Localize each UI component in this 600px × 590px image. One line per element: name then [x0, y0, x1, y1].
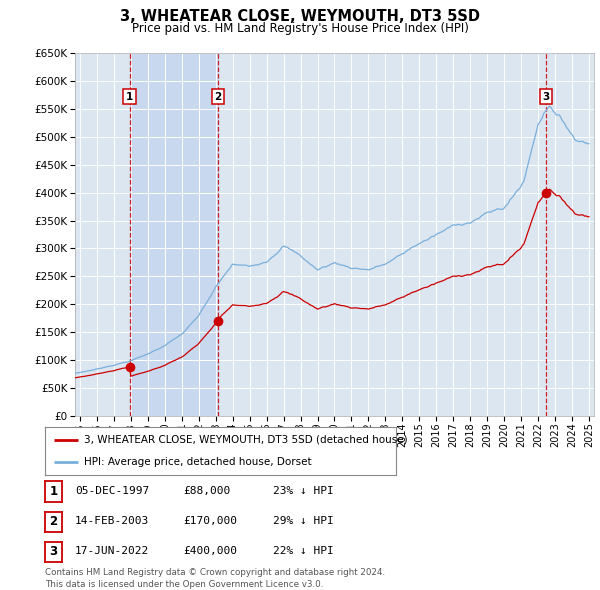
Text: 1: 1 — [126, 91, 133, 101]
Bar — [130, 53, 218, 416]
Text: 3, WHEATEAR CLOSE, WEYMOUTH, DT3 5SD (detached house): 3, WHEATEAR CLOSE, WEYMOUTH, DT3 5SD (de… — [83, 435, 407, 445]
Text: £170,000: £170,000 — [183, 516, 237, 526]
Text: 1: 1 — [49, 485, 58, 498]
Text: 14-FEB-2003: 14-FEB-2003 — [75, 516, 149, 526]
Text: 2: 2 — [214, 91, 221, 101]
Text: 3: 3 — [542, 91, 550, 101]
Text: 17-JUN-2022: 17-JUN-2022 — [75, 546, 149, 556]
Text: Price paid vs. HM Land Registry's House Price Index (HPI): Price paid vs. HM Land Registry's House … — [131, 22, 469, 35]
Text: Contains HM Land Registry data © Crown copyright and database right 2024.
This d: Contains HM Land Registry data © Crown c… — [45, 568, 385, 589]
Text: HPI: Average price, detached house, Dorset: HPI: Average price, detached house, Dors… — [83, 457, 311, 467]
Text: 05-DEC-1997: 05-DEC-1997 — [75, 486, 149, 496]
Text: 23% ↓ HPI: 23% ↓ HPI — [273, 486, 334, 496]
Text: 3: 3 — [49, 545, 58, 558]
Text: 2: 2 — [49, 515, 58, 528]
Text: 29% ↓ HPI: 29% ↓ HPI — [273, 516, 334, 526]
Text: £88,000: £88,000 — [183, 486, 230, 496]
Text: £400,000: £400,000 — [183, 546, 237, 556]
Text: 3, WHEATEAR CLOSE, WEYMOUTH, DT3 5SD: 3, WHEATEAR CLOSE, WEYMOUTH, DT3 5SD — [120, 9, 480, 24]
Text: 22% ↓ HPI: 22% ↓ HPI — [273, 546, 334, 556]
